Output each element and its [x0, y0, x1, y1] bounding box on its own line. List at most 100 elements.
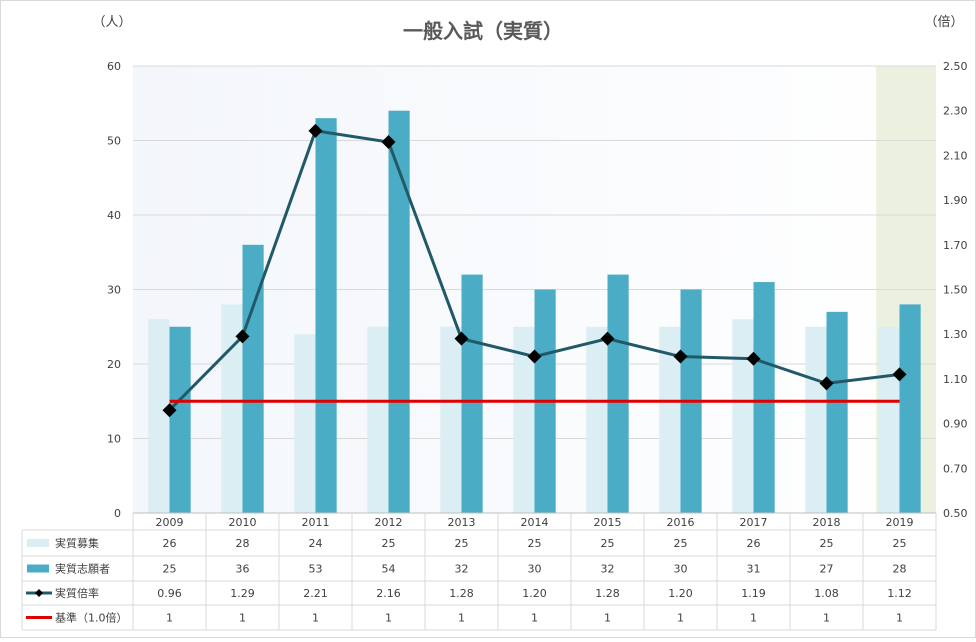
data-label: 26 [163, 537, 177, 550]
data-label: 1 [385, 612, 392, 625]
y-right-tick-label: 1.50 [943, 284, 968, 297]
x-tick-label: 2016 [667, 516, 695, 529]
y-right-tick-label: 1.70 [943, 239, 968, 252]
bar-applicants [753, 282, 775, 513]
x-tick-label: 2013 [448, 516, 476, 529]
ratio-point [308, 123, 323, 138]
data-label: 1.08 [814, 587, 839, 600]
data-label: 1 [531, 612, 538, 625]
y-right-tick-label: 2.30 [943, 105, 968, 118]
bar-recruitment [586, 326, 608, 513]
bar-applicants [826, 311, 848, 513]
legend-label: 基準（1.0倍） [55, 611, 128, 625]
data-label: 28 [893, 563, 907, 576]
data-label: 1.29 [230, 587, 255, 600]
data-label: 25 [163, 563, 177, 576]
data-label: 1 [604, 612, 611, 625]
chart-title: 一般入試（実質） [403, 19, 563, 43]
ratio-point [454, 331, 469, 346]
right-axis-unit: （倍） [924, 15, 963, 30]
ratio-point [600, 331, 615, 346]
data-label: 26 [747, 537, 761, 550]
data-label: 2.16 [376, 587, 401, 600]
x-tick-label: 2010 [229, 516, 257, 529]
data-label: 24 [309, 537, 323, 550]
data-label: 1.20 [668, 587, 693, 600]
data-label: 1.19 [741, 587, 766, 600]
legend-key-recruitment [27, 539, 49, 547]
data-label: 27 [820, 563, 834, 576]
data-label: 25 [601, 537, 615, 550]
y-right-tick-label: 1.30 [943, 328, 968, 341]
x-tick-label: 2019 [886, 516, 914, 529]
legend-key-ratio-marker [35, 589, 43, 597]
data-label: 1 [239, 612, 246, 625]
y-left-tick-label: 60 [107, 60, 121, 73]
data-label: 0.96 [157, 587, 182, 600]
data-label: 1 [458, 612, 465, 625]
data-label: 1 [166, 612, 173, 625]
bar-recruitment [732, 319, 754, 513]
data-label: 1 [823, 612, 830, 625]
bar-recruitment [805, 326, 827, 513]
y-right-tick-label: 0.90 [943, 418, 968, 431]
bar-applicants [461, 274, 483, 513]
data-label: 1 [677, 612, 684, 625]
data-label: 1.20 [522, 587, 547, 600]
bar-recruitment [513, 326, 535, 513]
data-label: 53 [309, 563, 323, 576]
data-label: 25 [455, 537, 469, 550]
bar-recruitment [440, 326, 462, 513]
ratio-point [527, 349, 542, 364]
bar-applicants [607, 274, 629, 513]
data-label: 1.12 [887, 587, 912, 600]
y-right-tick-label: 1.10 [943, 373, 968, 386]
bar-applicants [899, 304, 921, 513]
data-label: 1 [896, 612, 903, 625]
data-label: 28 [236, 537, 250, 550]
data-label: 25 [674, 537, 688, 550]
bar-recruitment [367, 326, 389, 513]
x-tick-label: 2015 [594, 516, 622, 529]
y-left-tick-label: 20 [107, 358, 121, 371]
data-label: 30 [674, 563, 688, 576]
ratio-point [892, 367, 907, 382]
data-label: 32 [455, 563, 469, 576]
bar-recruitment [148, 319, 170, 513]
data-label: 25 [820, 537, 834, 550]
x-tick-label: 2009 [156, 516, 184, 529]
x-tick-label: 2011 [302, 516, 330, 529]
data-label: 1 [750, 612, 757, 625]
legend-label: 実質募集 [55, 536, 99, 550]
ratio-point [162, 403, 177, 418]
data-label: 25 [893, 537, 907, 550]
x-tick-label: 2014 [521, 516, 549, 529]
y-left-tick-label: 50 [107, 135, 121, 148]
data-label: 31 [747, 563, 761, 576]
data-label: 2.21 [303, 587, 328, 600]
x-tick-label: 2017 [740, 516, 768, 529]
bar-recruitment [294, 334, 316, 513]
y-right-tick-label: 2.10 [943, 149, 968, 162]
y-left-tick-label: 40 [107, 209, 121, 222]
y-left-tick-label: 10 [107, 433, 121, 446]
data-label: 1.28 [449, 587, 474, 600]
bar-applicants [388, 110, 410, 513]
data-label: 25 [528, 537, 542, 550]
bar-recruitment [878, 326, 900, 513]
data-label: 54 [382, 563, 396, 576]
ratio-point [673, 349, 688, 364]
y-left-tick-label: 0 [114, 507, 121, 520]
ratio-point [819, 376, 834, 391]
y-left-tick-label: 30 [107, 284, 121, 297]
data-label: 1 [312, 612, 319, 625]
x-tick-label: 2012 [375, 516, 403, 529]
data-label: 36 [236, 563, 250, 576]
y-right-tick-label: 1.90 [943, 194, 968, 207]
data-label: 25 [382, 537, 396, 550]
legend-label: 実質倍率 [55, 586, 99, 600]
legend-key-applicants [27, 564, 49, 573]
ratio-point [235, 329, 250, 344]
